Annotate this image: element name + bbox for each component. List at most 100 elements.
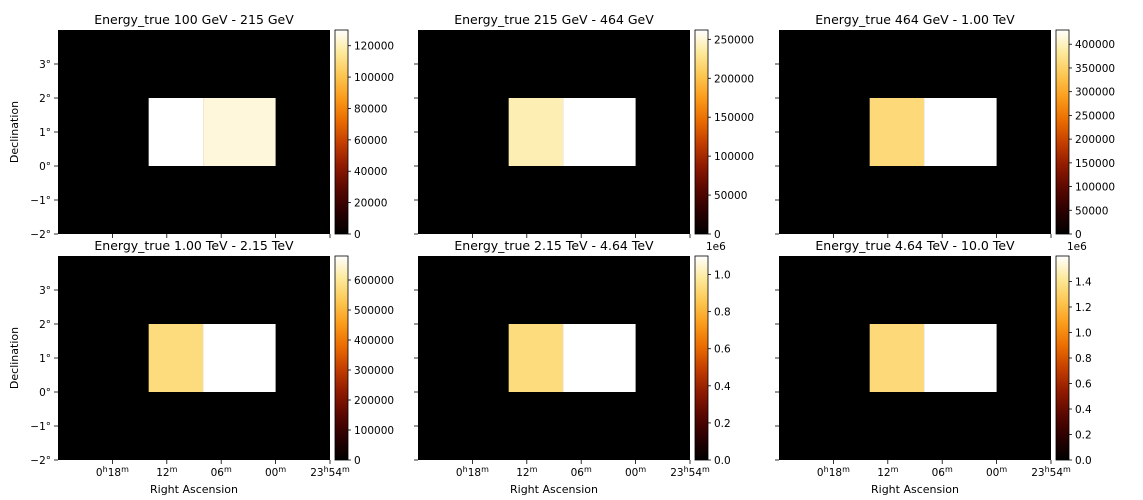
colorbar-tick-label: 200000 (1075, 134, 1115, 146)
colorbar-tick-label: 40000 (354, 166, 387, 178)
chart-title: Energy_true 4.64 TeV - 10.0 TeV (815, 238, 1015, 253)
chart-title: Energy_true 100 GeV - 215 GeV (94, 12, 294, 27)
heatmap-cell (203, 324, 276, 392)
colorbar-tick-label: 0.6 (1075, 379, 1092, 391)
colorbar-tick-label: 1.2 (1075, 302, 1092, 314)
colorbar-label: m2 s (679, 118, 692, 145)
x-tick-label: 0h18m (817, 465, 850, 480)
colorbar-tick-label: 20000 (354, 198, 387, 210)
heatmap-cell (924, 324, 997, 392)
colorbar-tick-label: 200000 (354, 395, 394, 407)
axes-frame (418, 30, 690, 234)
x-tick-label: 06m (932, 465, 953, 480)
panel-6: Energy_true 4.64 TeV - 10.0 TeV 0h18m 12m 0… (775, 238, 1092, 496)
colorbar-offset: 1e6 (1067, 241, 1087, 253)
y-tick-label: 3° (39, 285, 51, 297)
colorbar-tick-label: 1.4 (1075, 277, 1092, 289)
panel-1: Energy_true 100 GeV - 215 GeV 3° 2° 1° 0° −1°… (8, 12, 394, 241)
colorbar-tick-label: 600000 (354, 275, 394, 287)
heatmap-cell (563, 324, 636, 392)
heatmap-cell (508, 324, 564, 392)
colorbar-tick-label: 0 (1075, 229, 1082, 241)
x-tick-label: 0h18m (456, 465, 489, 480)
colorbar-tick-label: 0 (354, 229, 361, 241)
colorbar-tick-label: 60000 (354, 135, 387, 147)
x-tick-label: 23h54m (1031, 465, 1071, 480)
chart-title: Energy_true 215 GeV - 464 GeV (454, 12, 654, 27)
heatmap-cell (508, 98, 564, 166)
colorbar-tick-label: 100000 (354, 425, 394, 437)
panel-5: Energy_true 2.15 TeV - 4.64 TeV 0h18m 12m 0… (414, 238, 731, 496)
colorbar-tick-label: 0.0 (1075, 455, 1092, 467)
heatmap-cell (869, 98, 925, 166)
colorbar-label: m2 s (319, 344, 332, 371)
x-tick-label: 23h54m (670, 465, 710, 480)
colorbar-offset: 1e6 (706, 241, 726, 253)
colorbar-tick-label: 0 (354, 455, 361, 467)
x-tick-label: 06m (211, 465, 232, 480)
heatmap-cell (563, 98, 636, 166)
y-tick-label: −2° (30, 229, 51, 241)
chart-title: Energy_true 1.00 TeV - 2.15 TeV (94, 238, 294, 253)
y-tick-label: 1° (39, 353, 51, 365)
colorbar-tick-label: 0.0 (714, 455, 731, 467)
colorbar-tick-label: 500000 (354, 305, 394, 317)
y-tick-label: 2° (39, 93, 51, 105)
colorbar (1055, 255, 1070, 461)
colorbar-tick-label: 0.4 (714, 381, 731, 393)
heatmap-cell (148, 98, 204, 166)
axes-frame (418, 256, 690, 460)
chart-title: Energy_true 464 GeV - 1.00 TeV (815, 12, 1015, 27)
colorbar-tick-label: 400000 (1075, 39, 1115, 51)
y-axis-label: Declination (8, 327, 21, 389)
colorbar-tick-label: 350000 (1075, 63, 1115, 75)
colorbar-tick-label: 250000 (714, 34, 754, 46)
y-tick-label: −2° (30, 455, 51, 467)
colorbar-tick-label: 50000 (714, 190, 747, 202)
colorbar-tick-label: 100000 (354, 72, 394, 84)
y-tick-label: 1° (39, 127, 51, 139)
x-axis-label: Right Ascension (510, 483, 598, 496)
colorbar-tick-label: 0.8 (1075, 353, 1092, 365)
colorbar-tick-label: 150000 (1075, 158, 1115, 170)
panel-3: Energy_true 464 GeV - 1.00 TeV 0 50000 1000… (775, 12, 1115, 241)
axes-frame (779, 30, 1051, 234)
axes-frame (58, 30, 330, 234)
colorbar-tick-label: 0.4 (1075, 404, 1092, 416)
colorbar-tick-label: 100000 (714, 151, 754, 163)
x-tick-label: 12m (156, 465, 177, 480)
y-tick-label: 0° (39, 387, 51, 399)
y-tick-label: 2° (39, 319, 51, 331)
x-tick-label: 00m (625, 465, 646, 480)
heatmap-cell (869, 324, 925, 392)
x-tick-label: 0h18m (96, 465, 129, 480)
colorbar (1055, 29, 1070, 235)
axes-frame (58, 256, 330, 460)
colorbar-tick-label: 0.6 (714, 344, 731, 356)
colorbar-tick-label: 0.2 (1075, 430, 1092, 442)
colorbar-tick-label: 80000 (354, 103, 387, 115)
panel-2: Energy_true 215 GeV - 464 GeV 0 50000 10000… (414, 12, 754, 241)
colorbar-tick-label: 120000 (354, 41, 394, 53)
x-tick-label: 00m (265, 465, 286, 480)
y-tick-label: 0° (39, 161, 51, 173)
colorbar-label: m2 s (1040, 118, 1053, 145)
x-tick-label: 06m (571, 465, 592, 480)
chart-title: Energy_true 2.15 TeV - 4.64 TeV (454, 238, 654, 253)
colorbar (334, 255, 349, 461)
x-tick-label: 12m (877, 465, 898, 480)
heatmap-cell (148, 324, 204, 392)
colorbar-tick-label: 200000 (714, 73, 754, 85)
colorbar-tick-label: 250000 (1075, 110, 1115, 122)
y-tick-label: −1° (30, 195, 51, 207)
colorbar (694, 255, 709, 461)
x-axis-label: Right Ascension (150, 483, 238, 496)
heatmap-cell (203, 98, 276, 166)
colorbar-tick-label: 100000 (1075, 182, 1115, 194)
colorbar-tick-label: 0.8 (714, 307, 731, 319)
colorbar-tick-label: 400000 (354, 335, 394, 347)
y-tick-label: 3° (39, 59, 51, 71)
colorbar-tick-label: 300000 (1075, 87, 1115, 99)
colorbar (694, 29, 709, 235)
